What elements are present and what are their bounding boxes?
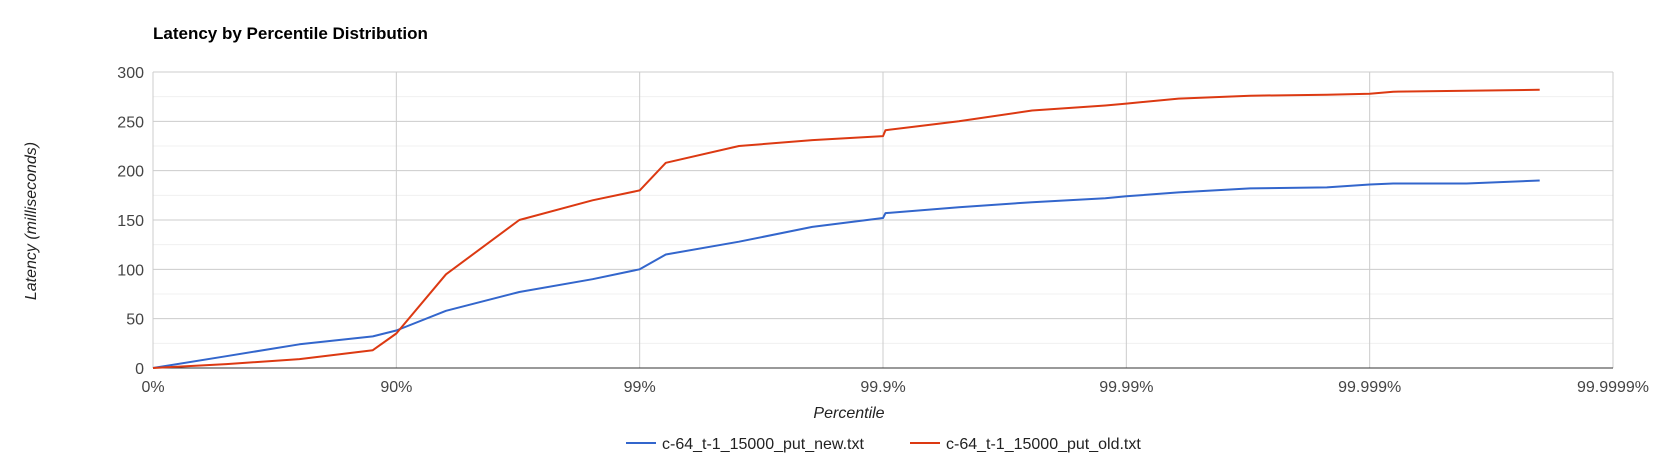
- x-tick-label: 90%: [380, 379, 412, 396]
- legend-item-2[interactable]: c-64_t-1_15000_put_old.txt: [910, 436, 1141, 453]
- x-tick-label: 0%: [141, 379, 164, 396]
- y-tick-label: 50: [126, 312, 144, 329]
- legend-label: c-64_t-1_15000_put_old.txt: [946, 436, 1141, 453]
- y-axis-ticks: 0 50 100 150 200 250 300: [117, 65, 144, 378]
- x-tick-label: 99%: [624, 379, 656, 396]
- series-line-1[interactable]: [152, 179, 1540, 369]
- grid: [152, 71, 1614, 369]
- y-tick-label: 150: [117, 213, 144, 230]
- chart-title: Latency by Percentile Distribution: [153, 24, 428, 43]
- x-axis-ticks: 0% 90% 99% 99.9% 99.99% 99.999% 99.9999%: [141, 379, 1649, 396]
- legend-item-1[interactable]: c-64_t-1_15000_put_new.txt: [626, 436, 864, 453]
- y-tick-label: 100: [117, 262, 144, 279]
- y-tick-label: 200: [117, 164, 144, 181]
- y-tick-label: 250: [117, 114, 144, 131]
- y-tick-label: 300: [117, 65, 144, 82]
- legend-label: c-64_t-1_15000_put_new.txt: [662, 436, 864, 453]
- x-axis-title: Percentile: [813, 405, 884, 422]
- x-tick-label: 99.9999%: [1577, 379, 1649, 396]
- series-lines: [152, 88, 1540, 369]
- legend[interactable]: c-64_t-1_15000_put_new.txt c-64_t-1_15000…: [626, 436, 1141, 453]
- x-tick-label: 99.99%: [1099, 379, 1153, 396]
- y-axis-title: Latency (milliseconds): [23, 142, 40, 300]
- x-tick-label: 99.9%: [860, 379, 905, 396]
- series-line-2[interactable]: [152, 88, 1540, 369]
- y-tick-label: 0: [135, 361, 144, 378]
- x-tick-label: 99.999%: [1338, 379, 1401, 396]
